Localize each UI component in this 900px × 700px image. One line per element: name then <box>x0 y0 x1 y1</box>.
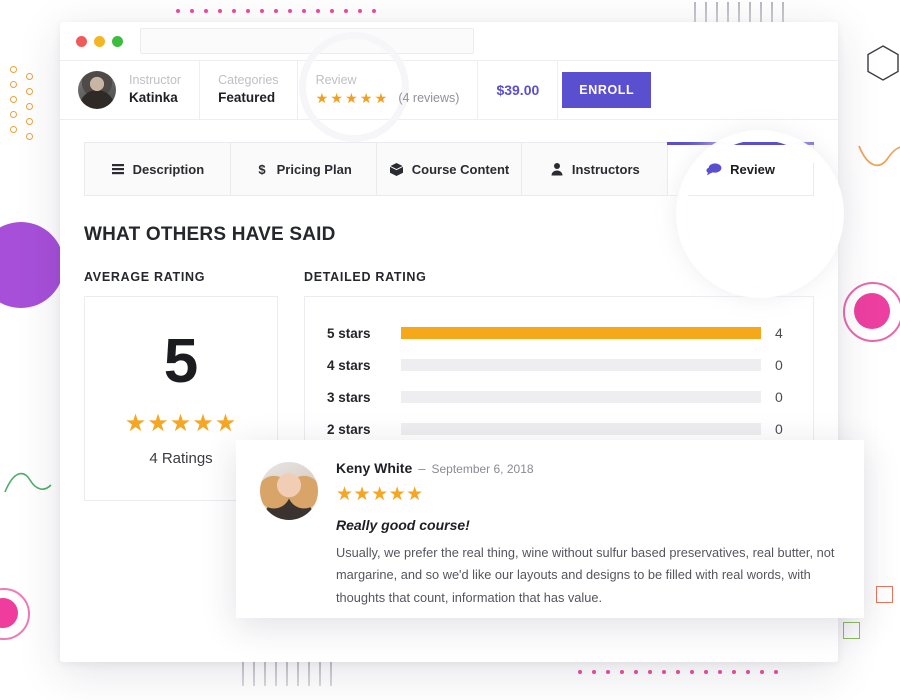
review-date: September 6, 2018 <box>431 462 534 476</box>
course-meta-bar: Instructor Katinka Categories Featured R… <box>60 60 838 120</box>
rating-bar-label: 4 stars <box>327 357 371 373</box>
orange-square-outline-icon <box>876 586 893 603</box>
rating-bar-row: 4 stars 0 <box>327 349 791 381</box>
list-icon <box>111 162 125 176</box>
rating-bar-track <box>401 423 761 435</box>
review-comment-stars: ★★★★★ <box>336 484 424 505</box>
rating-bar-track <box>401 359 761 371</box>
tab-instructors-label: Instructors <box>571 161 640 177</box>
browser-titlebar <box>60 22 838 60</box>
page-title: WHAT OTHERS HAVE SAID <box>84 224 336 245</box>
tab-pricing-plan-label: Pricing Plan <box>276 161 352 177</box>
enroll-button[interactable]: ENROLL <box>562 72 652 108</box>
rating-bar-row: 2 stars 0 <box>327 413 791 445</box>
user-icon <box>550 162 564 176</box>
pink-ring-right-icon <box>843 282 900 342</box>
box-icon <box>389 162 404 177</box>
close-window-icon[interactable] <box>76 35 87 47</box>
review-label: Review <box>315 72 357 87</box>
rating-bar-track <box>401 391 761 403</box>
meta-cell-review: Review ★★★★★ (4 reviews) <box>298 61 479 119</box>
average-stars: ★★★★★ <box>124 409 238 437</box>
instructor-name: Katinka <box>129 89 178 105</box>
rating-bar-row: 5 stars 4 <box>327 317 791 349</box>
review-comment-header: Keny White – September 6, 2018 <box>336 460 840 476</box>
pink-ring-bottom-left-icon <box>0 588 30 640</box>
tab-description-label: Description <box>132 161 205 177</box>
rating-bar-value: 0 <box>775 389 783 405</box>
rating-bar-label: 3 stars <box>327 389 371 405</box>
meta-cell-categories: Categories Featured <box>200 61 298 119</box>
review-comment-title: Really good course! <box>336 517 470 533</box>
address-bar-input[interactable] <box>140 28 474 54</box>
review-comment-body: Keny White – September 6, 2018 ★★★★★ Rea… <box>336 460 840 605</box>
tab-description[interactable]: Description <box>85 143 231 195</box>
rating-bar-fill <box>401 327 761 339</box>
minimize-window-icon[interactable] <box>94 35 105 47</box>
dollar-icon: $ <box>255 162 269 176</box>
tab-pricing-plan[interactable]: $ Pricing Plan <box>230 143 377 195</box>
instructor-label: Instructor <box>129 73 182 88</box>
review-separator: – <box>418 461 426 476</box>
traffic-lights <box>76 35 123 47</box>
meta-cell-enroll: ENROLL <box>558 61 665 119</box>
reviewer-name: Keny White <box>336 460 413 476</box>
purple-half-circle-icon <box>0 222 64 308</box>
instructor-avatar <box>78 71 116 109</box>
course-tabs: Description $ Pricing Plan Course Conten… <box>84 142 814 196</box>
tab-review-label: Review <box>730 161 775 177</box>
rating-bar-track <box>401 327 761 339</box>
average-rating-heading: AVERAGE RATING <box>84 270 206 284</box>
rating-bar-value: 0 <box>775 357 783 373</box>
reviewer-avatar <box>260 462 318 520</box>
tab-review[interactable]: Review <box>667 142 814 195</box>
tab-instructors[interactable]: Instructors <box>522 143 669 195</box>
tab-course-content-label: Course Content <box>411 161 510 177</box>
categories-value[interactable]: Featured <box>218 89 276 105</box>
review-comment-card: Keny White – September 6, 2018 ★★★★★ Rea… <box>236 440 864 618</box>
review-section: WHAT OTHERS HAVE SAID AVERAGE RATING 5 ★… <box>60 196 838 501</box>
rating-bar-label: 2 stars <box>327 421 371 437</box>
green-wave-icon <box>4 472 52 493</box>
tabs-wrapper: Description $ Pricing Plan Course Conten… <box>60 120 838 196</box>
hexagon-outline-icon <box>867 45 899 81</box>
average-score: 5 <box>163 326 199 396</box>
review-stars: ★★★★★ <box>315 89 390 106</box>
review-count[interactable]: (4 reviews) <box>398 91 460 106</box>
rating-bar-label: 5 stars <box>327 325 371 341</box>
maximize-window-icon[interactable] <box>112 35 123 47</box>
detailed-rating-heading: DETAILED RATING <box>304 270 427 284</box>
pink-dot-row-top-icon <box>176 9 382 17</box>
rating-bar-value: 4 <box>775 325 783 341</box>
pink-dot-row-bottom-icon <box>578 670 784 678</box>
orange-wave-icon <box>858 145 900 167</box>
svg-text:$: $ <box>258 162 266 176</box>
meta-cell-instructor: Instructor Katinka <box>60 61 201 119</box>
meta-cell-price: $39.00 <box>478 61 559 119</box>
chat-bubble-icon <box>706 162 722 176</box>
categories-label: Categories <box>218 73 279 88</box>
rating-bar-row: 3 stars 0 <box>327 381 791 413</box>
course-price: $39.00 <box>496 82 540 98</box>
rating-bar-value: 0 <box>775 421 783 437</box>
green-square-outline-icon <box>843 622 860 639</box>
browser-window: Instructor Katinka Categories Featured R… <box>60 22 838 662</box>
review-comment-text: Usually, we prefer the real thing, wine … <box>336 545 835 605</box>
ratings-count-label: 4 Ratings <box>149 449 213 467</box>
tab-course-content[interactable]: Course Content <box>376 143 523 195</box>
orange-dot-grid-icon <box>10 66 56 144</box>
